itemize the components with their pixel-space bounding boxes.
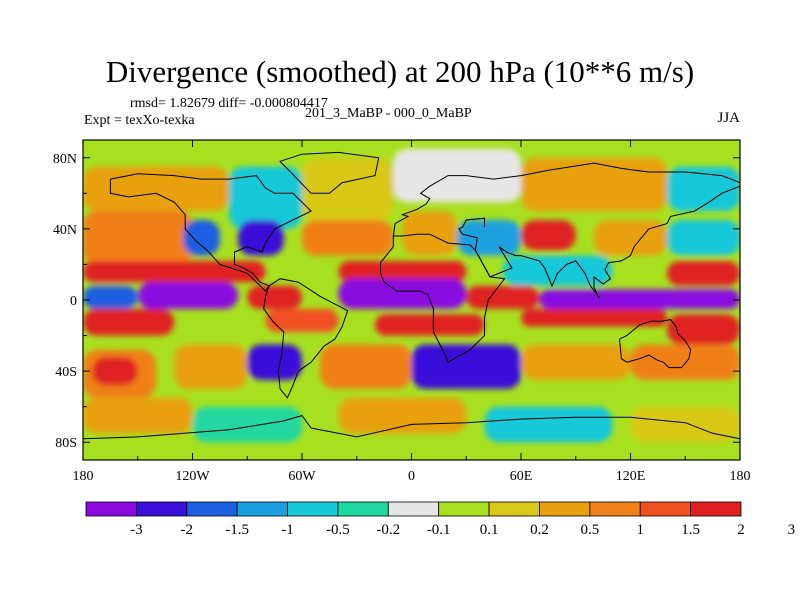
colorbar-label: 3 — [788, 522, 796, 538]
colorbar-swatch — [387, 501, 440, 517]
coastline — [83, 415, 740, 440]
colorbar-swatch — [589, 501, 641, 517]
field-region — [238, 220, 284, 256]
x-tick-label: 180 — [73, 469, 94, 484]
colorbar-swatch — [539, 501, 591, 517]
field-region — [338, 278, 467, 309]
x-tick-label: 0 — [408, 469, 415, 484]
chart-title: Divergence (smoothed) at 200 hPa (10**6 … — [105, 54, 695, 89]
field-region — [83, 166, 229, 212]
field-region — [630, 344, 740, 380]
y-tick-label: 80N — [53, 152, 77, 167]
field-region — [594, 220, 667, 256]
coastline — [109, 173, 312, 292]
experiment-label: Expt = texXo-texka — [84, 113, 195, 128]
field-region — [667, 166, 740, 212]
field-region — [83, 308, 175, 336]
colorbar-label: -2 — [181, 522, 194, 538]
x-tick-label: 180 — [730, 469, 751, 484]
coastline — [392, 162, 740, 237]
difference-label: 201_3_MaBP - 000_0_MaBP — [305, 106, 472, 121]
coastline — [263, 278, 349, 399]
field-region — [338, 397, 467, 434]
field-region — [302, 220, 394, 256]
field-region — [174, 344, 248, 389]
rmsd-label: rmsd= 1.82679 diff= -0.000804417 — [130, 96, 328, 111]
colorbar-swatch — [690, 501, 742, 517]
field-region — [402, 211, 458, 256]
field-region — [466, 285, 540, 309]
field-region — [457, 220, 521, 256]
colorbar-label: -1.5 — [225, 522, 249, 538]
field-region — [411, 344, 521, 389]
colorbar-label: -1 — [281, 522, 294, 538]
colorbar-swatch — [135, 501, 188, 517]
colorbar: -3 -2 -1.5 -1 -0.5 -0.2 -0.1 0.1 0.2 0.5 1 1.5 2 3 — [85, 501, 796, 538]
field-region — [92, 356, 138, 386]
field-region — [302, 157, 394, 220]
field-region — [667, 220, 740, 256]
x-tick-label: 60E — [510, 469, 533, 484]
field-region — [229, 166, 302, 229]
colorbar-swatch — [85, 501, 137, 517]
coastline — [279, 151, 380, 194]
field-region — [667, 314, 740, 345]
colorbar-label: 0.1 — [480, 522, 499, 538]
colorbar-swatch — [236, 501, 288, 517]
colorbar-label: 0.2 — [530, 522, 549, 538]
field-region — [137, 282, 239, 309]
field-region — [247, 344, 302, 380]
field-region — [521, 308, 667, 327]
coastline — [619, 319, 692, 369]
colorbar-label: -0.2 — [376, 522, 400, 538]
field-region — [83, 285, 138, 309]
axes: 180 120W 60W 0 60E 120E 180 80N 40N 0 40S 80S — [53, 140, 751, 484]
x-tick-label: 120E — [616, 469, 646, 484]
field-region — [83, 397, 193, 434]
field-region — [265, 308, 339, 332]
colorbar-label: -0.1 — [427, 522, 451, 538]
field-region — [320, 344, 412, 389]
y-tick-label: 0 — [70, 294, 77, 309]
field-region — [521, 220, 576, 251]
field-region — [502, 255, 613, 286]
coastline-layer — [83, 151, 740, 440]
colorbar-label: 1 — [636, 522, 644, 538]
colorbar-label: 0.5 — [580, 522, 599, 538]
field-region — [375, 314, 485, 336]
coastline — [458, 185, 740, 299]
colorbar-swatch — [287, 501, 339, 517]
field-region — [521, 157, 667, 212]
colorbar-swatch — [186, 501, 238, 517]
field-region — [247, 285, 302, 309]
coastline — [380, 233, 506, 363]
colorbar-label: -3 — [130, 522, 143, 538]
colorbar-swatch — [639, 501, 692, 517]
field-region — [338, 260, 467, 283]
x-tick-label: 60W — [288, 469, 316, 484]
contour-fill — [83, 140, 740, 460]
y-tick-label: 80S — [55, 436, 77, 451]
field-region — [521, 344, 631, 380]
colorbar-label: 1.5 — [681, 522, 700, 538]
colorbar-label: 2 — [737, 522, 745, 538]
season-label: JJA — [717, 110, 740, 126]
field-region — [183, 220, 220, 256]
y-tick-label: 40S — [55, 365, 77, 380]
field-region — [83, 260, 266, 283]
field-region — [539, 289, 740, 309]
colorbar-label: -0.5 — [326, 522, 350, 538]
field-region — [484, 406, 613, 443]
field-region — [192, 406, 302, 443]
y-tick-label: 40N — [53, 223, 77, 238]
field-region — [667, 260, 740, 286]
colorbar-swatch — [438, 501, 490, 517]
field-region — [83, 211, 193, 265]
colorbar-swatch — [337, 501, 389, 517]
colorbar-swatch — [488, 501, 540, 517]
field-region — [630, 406, 740, 443]
x-tick-label: 120W — [175, 469, 210, 484]
